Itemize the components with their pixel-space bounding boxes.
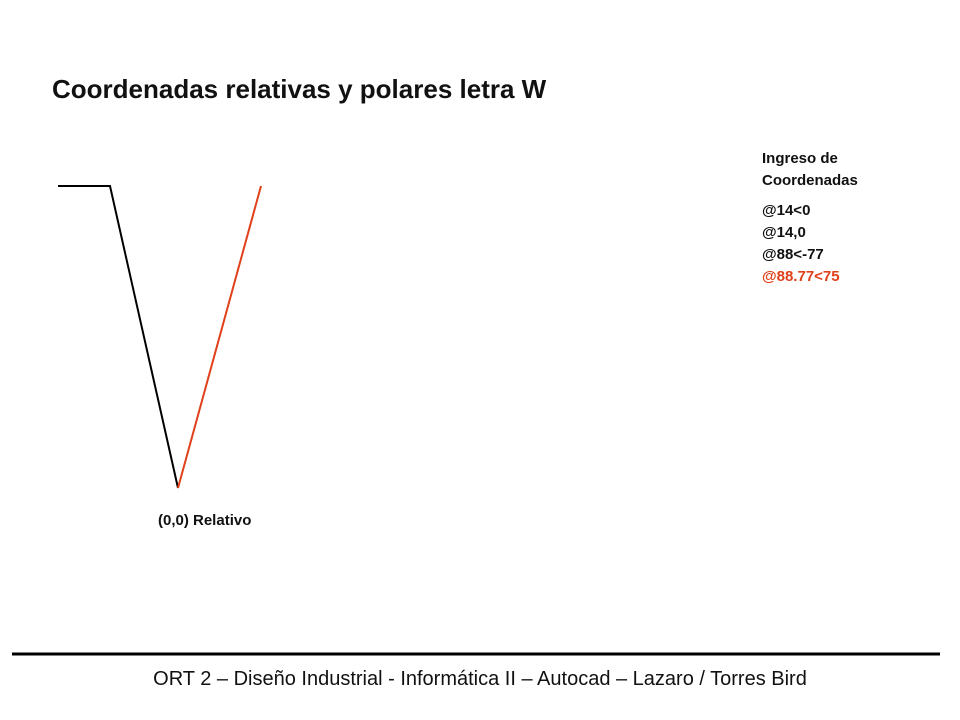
w-stroke-black <box>58 185 179 489</box>
command: @14<0 <box>762 202 811 219</box>
w-stroke-red <box>177 185 262 489</box>
command-list: @14<0 @14,0 @88<-77 @88.77<75 <box>762 200 840 288</box>
origin-label: (0,0) Relativo <box>158 512 252 529</box>
input-heading: Ingreso de Coordenadas <box>762 150 858 189</box>
footer: ORT 2 – Diseño Industrial - Informática … <box>153 668 807 690</box>
slide-title: Coordenadas relativas y polares letra W <box>52 74 547 104</box>
command: @88<-77 <box>762 246 824 263</box>
command: @14,0 <box>762 224 806 241</box>
current-command: @88.77<75 <box>762 268 840 285</box>
